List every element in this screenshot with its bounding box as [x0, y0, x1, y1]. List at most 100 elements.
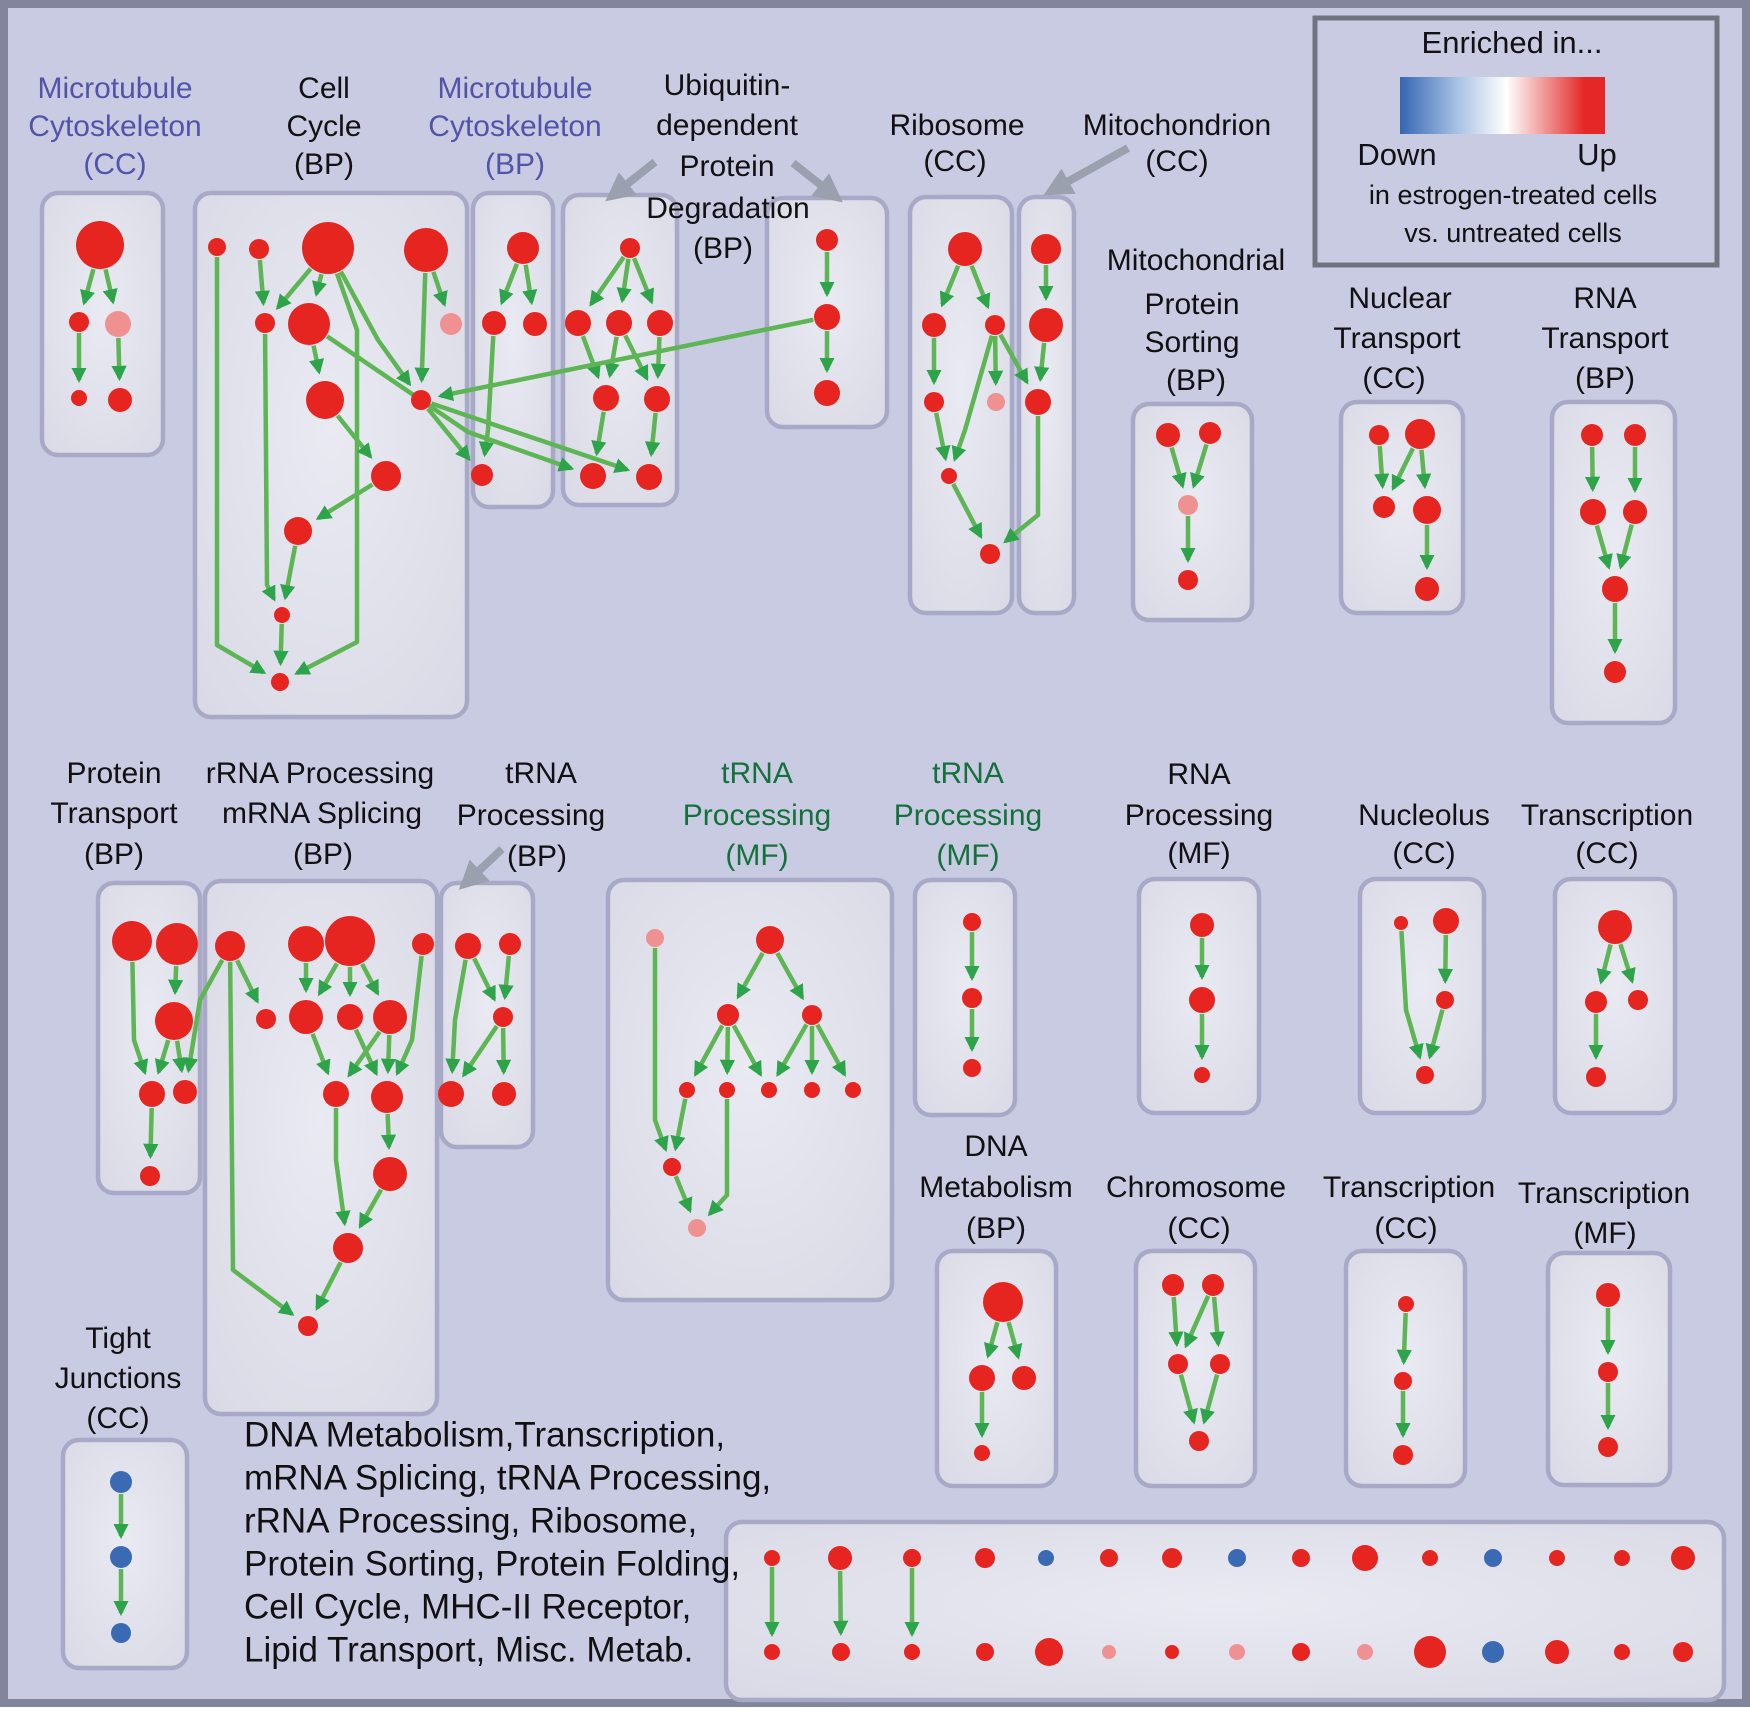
cluster-label-microtubule-cytoskeleton-bp-line1: Microtubule: [437, 72, 592, 105]
go-term-node-protein-transport-bp-ptE: [173, 1080, 197, 1104]
go-term-node-ribosome-cc-rbA: [948, 232, 982, 266]
edge-rrna-processing-mrna-splicing-bp-rrC-rrF: [317, 962, 339, 997]
cluster-label-transcription-cc-1-line1: Transcription: [1521, 799, 1693, 832]
go-term-node-misc-enrichment-box-w4t: [975, 1548, 995, 1568]
annotation-arrows-layer: [458, 144, 1130, 890]
go-term-node-ubiquitin-degradation-bp-ubC: [606, 310, 632, 336]
cluster-label-trna-processing-bp-line1: tRNA: [505, 757, 577, 790]
edge-cross-ccF-ubG: [325, 334, 575, 472]
go-term-node-protein-transport-bp-ptF: [140, 1166, 160, 1186]
cluster-label-microtubule-cytoskeleton-bp-line3: (BP): [485, 148, 545, 181]
edge-microtubule-cytoskeleton-cc-mc3-mc5: [111, 337, 127, 382]
edge-ubiquitin-degradation-bp-ubA-ubC: [616, 258, 632, 304]
go-term-node-cell-cycle-bp-ccA: [208, 238, 226, 256]
edge-ubiquitin-degradation-bp-ubC-ubE: [604, 336, 620, 379]
go-term-node-rna-processing-mf-rp3: [1194, 1067, 1210, 1083]
edge-cross-ccI-mbD: [426, 407, 471, 462]
edge-rrna-processing-mrna-splicing-bp-rrG-rrJ: [353, 1028, 379, 1077]
edge-trna-processing-mf-1-m1-m10: [652, 948, 669, 1153]
edge-cell-cycle-bp-ccK-ccL: [280, 545, 298, 601]
cluster-label-chromosome-cc-line2: (CC): [1167, 1212, 1230, 1245]
edge-rrna-processing-mrna-splicing-bp-rrH-rrJ: [380, 1034, 397, 1075]
go-term-node-rrna-processing-mrna-splicing-bp-rrK: [373, 1157, 407, 1191]
edge-ubiquitin-degradation-bp-ubE-ubG: [591, 411, 607, 457]
cluster-label-rna-processing-mf-line2: Processing: [1125, 799, 1273, 832]
go-term-node-trna-processing-mf-1-m10: [663, 1158, 681, 1176]
cluster-label-ubiquitin-degradation-bp-line4: Degradation: [646, 192, 809, 225]
cluster-label-trna-processing-mf-2-line2: Processing: [894, 799, 1042, 832]
go-term-node-rrna-processing-mrna-splicing-bp-rrA: [215, 931, 245, 961]
legend-down-label: Down: [1357, 137, 1436, 172]
misc-terms-text-line6: Lipid Transport, Misc. Metab.: [244, 1630, 693, 1669]
edge-protein-transport-bp-ptC-ptE: [172, 1040, 188, 1074]
go-term-node-ubiquitin-degradation-bp-ubE: [593, 385, 619, 411]
go-term-node-trna-processing-mf-1-m3: [717, 1004, 739, 1026]
label-pointer-arrow-mitochondrion: [1043, 144, 1130, 196]
go-term-node-rrna-processing-mrna-splicing-bp-rrL: [333, 1233, 363, 1263]
go-term-node-transcription-cc-1-t1D: [1586, 1067, 1606, 1087]
go-term-node-mitochondrion-cc-mtC: [1025, 389, 1051, 415]
cluster-box-misc-enrichment-box: [723, 1519, 1727, 1703]
edge-dna-metabolism-bp-dmA-dmB: [984, 1321, 1000, 1359]
cluster-label-mitochondrion-cc-line2: (CC): [1145, 145, 1208, 178]
go-term-node-ubiquitin-degradation-bp-ubG: [580, 463, 606, 489]
legend-title: Enriched in...: [1422, 25, 1603, 60]
edge-ubiquitin-degradation-bp-ubD-ubF: [650, 336, 667, 380]
cluster-label-dna-metabolism-bp-line1: DNA: [964, 1130, 1027, 1163]
legend-layer: Enriched in... Down Up in estrogen-treated …: [1312, 15, 1720, 268]
go-term-node-trna-processing-bp-tbE: [492, 1082, 516, 1106]
go-term-node-ubiquitin-degradation-bp-2-u2A: [816, 229, 838, 251]
go-term-node-dna-metabolism-bp-dmA: [983, 1282, 1023, 1322]
cluster-label-tight-junctions-cc-line3: (CC): [86, 1402, 149, 1435]
go-term-node-rna-transport-bp-rtF: [1604, 661, 1626, 683]
cluster-label-dna-metabolism-bp-line2: Metabolism: [919, 1171, 1072, 1204]
cluster-label-microtubule-cytoskeleton-cc-line2: Cytoskeleton: [28, 110, 201, 143]
go-term-node-trna-processing-mf-1-m9: [845, 1082, 861, 1098]
cluster-label-ubiquitin-degradation-bp-line5: (BP): [693, 232, 753, 265]
edge-ribosome-cc-rbC-rbF: [951, 334, 995, 462]
edge-chromosome-cc-chC-chE: [1178, 1374, 1198, 1425]
go-term-node-transcription-cc-1-t1B: [1585, 991, 1607, 1013]
edge-cell-cycle-bp-ccC-ccE: [275, 267, 313, 311]
edge-trna-processing-mf-1-m4-m9: [815, 1023, 847, 1077]
go-term-node-misc-enrichment-box-w2b: [832, 1643, 850, 1661]
cluster-label-rrna-processing-mrna-splicing-bp-line1: rRNA Processing: [206, 757, 434, 790]
edge-rna-transport-bp-rtD-rtE: [1616, 524, 1634, 570]
go-term-node-trna-processing-mf-1-m7: [761, 1082, 777, 1098]
edge-nuclear-transport-cc-ntB-ntD: [1416, 449, 1432, 490]
go-term-node-nucleolus-cc-nuA: [1394, 916, 1408, 930]
cluster-label-rna-transport-bp-line3: (BP): [1575, 362, 1635, 395]
go-term-node-mitochondrial-protein-sorting-bp-msC: [1178, 495, 1198, 515]
go-term-node-cell-cycle-bp-ccI: [411, 390, 431, 410]
edge-microtubule-cytoskeleton-bp-mbA-mbB: [499, 263, 519, 306]
edge-cross-mtC-rbG: [1003, 416, 1041, 544]
cluster-label-transcription-cc-2-line2: (CC): [1374, 1212, 1437, 1245]
edge-rrna-processing-mrna-splicing-bp-rrJ-rrK: [380, 1113, 397, 1151]
edge-transcription-cc-1-t1A-t1C: [1618, 943, 1636, 984]
edge-cell-cycle-bp-ccC-ccM: [294, 272, 360, 676]
go-term-node-transcription-cc-2-t2C: [1393, 1445, 1413, 1465]
go-term-node-nuclear-transport-cc-ntC: [1373, 496, 1395, 518]
cluster-label-rna-processing-mf-line3: (MF): [1167, 837, 1230, 870]
go-term-node-dna-metabolism-bp-dmD: [974, 1445, 990, 1461]
cluster-box-trna-processing-mf-1: [605, 877, 895, 1303]
edge-chromosome-cc-chB-chC: [1184, 1295, 1211, 1349]
edge-rrna-processing-mrna-splicing-bp-rrA-rrM: [227, 961, 295, 1316]
go-term-node-rrna-processing-mrna-splicing-bp-rrE: [256, 1009, 276, 1029]
cluster-label-nucleolus-cc-line1: Nucleolus: [1358, 799, 1490, 832]
go-term-node-trna-processing-mf-1-m2: [756, 926, 784, 954]
edge-microtubule-cytoskeleton-bp-mbB-mbD: [478, 335, 496, 458]
misc-terms-text-line3: rRNA Processing, Ribosome,: [244, 1501, 697, 1540]
edge-ribosome-cc-rbA-rbB: [939, 264, 961, 308]
cluster-label-ribosome-cc-line1: Ribosome: [889, 109, 1024, 142]
go-term-node-rna-transport-bp-rtE: [1602, 576, 1628, 602]
go-term-node-ribosome-cc-rbC: [985, 315, 1005, 335]
edge-rrna-processing-mrna-splicing-bp-rrA-rrE: [235, 959, 260, 1004]
go-term-node-cell-cycle-bp-ccF: [288, 303, 330, 345]
edge-cross-ccI-ubH: [430, 401, 631, 473]
legend-box: [1312, 15, 1720, 268]
edge-trna-processing-mf-1-m10-m11: [673, 1175, 693, 1214]
edge-rrna-processing-mrna-splicing-bp-rrD-rrJ: [395, 955, 424, 1076]
edge-ribosome-cc-rbF-rbG: [951, 482, 983, 540]
go-term-node-misc-enrichment-box-w1b: [764, 1644, 780, 1660]
